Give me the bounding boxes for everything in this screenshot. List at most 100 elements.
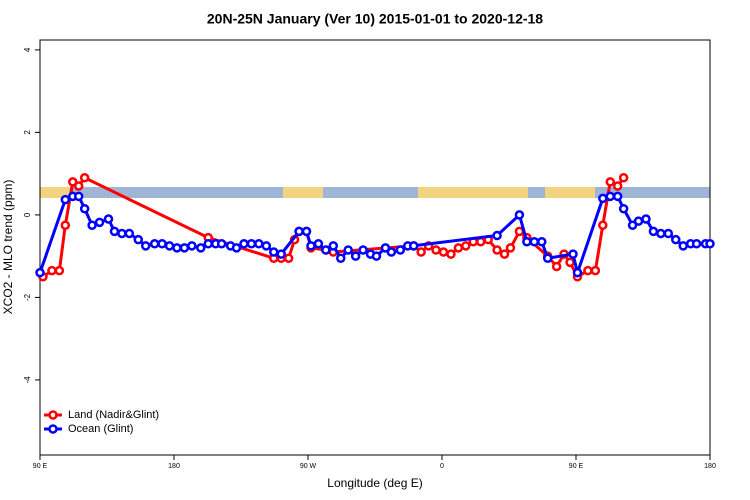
data-point xyxy=(109,226,120,237)
x-tick-label: 180 xyxy=(704,463,716,470)
data-point xyxy=(371,251,382,261)
data-point xyxy=(431,245,441,255)
data-point xyxy=(612,181,623,191)
data-point xyxy=(203,239,213,249)
data-point xyxy=(641,214,651,224)
data-point xyxy=(254,239,264,249)
data-point xyxy=(627,220,638,230)
y-tick-label: 2 xyxy=(23,130,32,135)
data-point xyxy=(568,249,578,259)
ocean-strip xyxy=(40,187,710,198)
data-point xyxy=(261,241,272,251)
land-strip xyxy=(40,187,70,198)
x-tick-label: 0 xyxy=(440,463,444,470)
data-point xyxy=(618,203,629,214)
data-point xyxy=(492,245,502,255)
data-point xyxy=(671,234,681,245)
data-point xyxy=(294,226,304,237)
data-point xyxy=(87,220,97,230)
data-point xyxy=(408,241,419,251)
data-point xyxy=(231,243,242,253)
data-point xyxy=(73,181,84,191)
data-point xyxy=(216,239,227,249)
data-point xyxy=(79,203,90,214)
data-point xyxy=(572,267,583,278)
data-point xyxy=(187,241,197,251)
data-point xyxy=(446,249,456,259)
data-point xyxy=(514,210,525,220)
data-point xyxy=(164,241,175,251)
data-point xyxy=(336,253,346,263)
data-point xyxy=(124,228,135,239)
land-strip xyxy=(418,187,528,198)
data-point xyxy=(54,265,65,276)
series xyxy=(35,191,715,279)
data-point xyxy=(395,245,406,255)
data-point xyxy=(140,241,151,251)
data-point xyxy=(656,228,666,239)
land-strip xyxy=(545,187,595,198)
data-point xyxy=(246,239,257,249)
data-point xyxy=(328,241,339,251)
data-point xyxy=(301,226,312,237)
x-axis-label: Longitude (deg E) xyxy=(327,476,422,490)
data-point xyxy=(505,243,516,253)
data-point xyxy=(598,193,608,204)
data-point xyxy=(612,191,623,202)
data-point xyxy=(542,253,553,263)
data-point xyxy=(172,243,182,253)
y-tick-label: -2 xyxy=(23,293,32,301)
chart-title: 20N-25N January (Ver 10) 2015-01-01 to 2… xyxy=(207,11,543,27)
data-point xyxy=(598,220,608,230)
data-point xyxy=(179,243,190,253)
data-point xyxy=(529,236,540,247)
data-point xyxy=(321,245,331,255)
data-point xyxy=(583,265,593,276)
data-point xyxy=(60,220,71,230)
data-point xyxy=(117,228,127,239)
x-tick-label: 90 W xyxy=(300,463,317,470)
y-tick-label: 4 xyxy=(23,47,32,52)
data-point xyxy=(522,236,532,247)
data-point xyxy=(276,249,286,259)
data-point xyxy=(306,241,316,251)
data-point xyxy=(633,216,644,226)
data-point xyxy=(358,245,368,255)
data-point xyxy=(94,217,105,228)
y-tick-label: -4 xyxy=(23,376,32,384)
data-point xyxy=(350,251,361,261)
data-point xyxy=(605,191,615,202)
data-point xyxy=(68,177,78,187)
data-point xyxy=(73,191,84,202)
data-point xyxy=(269,247,279,257)
data-point xyxy=(47,265,57,276)
data-point xyxy=(537,236,547,247)
data-point xyxy=(35,267,45,278)
data-point xyxy=(492,230,502,241)
legend-label: Ocean (Glint) xyxy=(68,423,133,435)
data-point xyxy=(313,239,324,249)
legend-marker xyxy=(48,410,58,420)
data-point xyxy=(461,241,471,251)
data-point xyxy=(60,194,71,205)
data-point xyxy=(648,226,659,237)
map-strip xyxy=(40,187,710,198)
data-point xyxy=(380,243,391,253)
data-point xyxy=(691,239,702,249)
data-point xyxy=(386,247,397,257)
data-point xyxy=(565,257,575,268)
data-point xyxy=(149,239,160,249)
legend-marker xyxy=(48,424,58,434)
data-point xyxy=(618,173,629,183)
data-point xyxy=(157,239,167,249)
series-line xyxy=(38,194,710,279)
y-tick-label: 0 xyxy=(23,212,32,217)
data-point xyxy=(551,261,562,272)
data-point xyxy=(79,173,90,183)
legend-label: Land (Nadir&Glint) xyxy=(68,409,159,421)
data-point xyxy=(343,245,353,255)
data-point xyxy=(663,228,674,239)
y-axis-label: XCO2 - MLO trend (ppm) xyxy=(1,180,15,315)
data-point xyxy=(239,239,249,249)
